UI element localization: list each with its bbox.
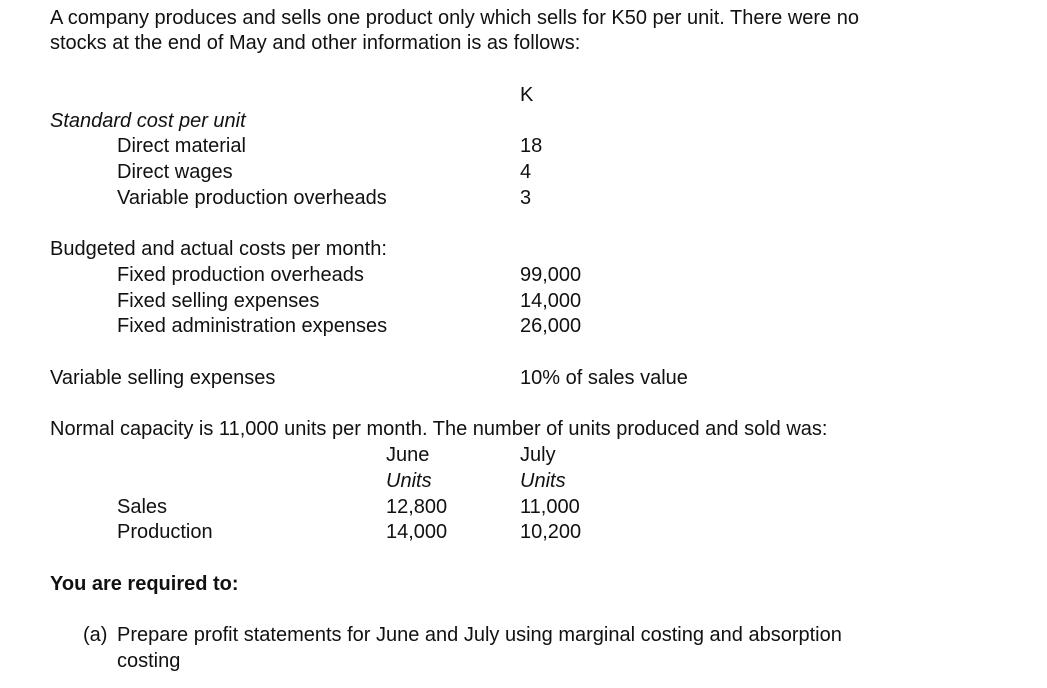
standard-cost-heading: Standard cost per unit	[50, 110, 246, 132]
column-month-june: June	[386, 444, 430, 466]
standard-cost-value: 4	[520, 161, 532, 183]
currency-header: K	[520, 84, 534, 106]
row-value-sales-july: 11,000	[520, 496, 580, 518]
standard-cost-value: 18	[520, 135, 543, 157]
standard-cost-label: Direct wages	[117, 161, 233, 183]
row-value-sales-june: 12,800	[386, 496, 448, 518]
budgeted-label: Fixed administration expenses	[117, 315, 388, 337]
standard-cost-label: Direct material	[117, 135, 246, 157]
intro-line-2: stocks at the end of May and other infor…	[50, 32, 581, 54]
row-value-production-july: 10,200	[520, 521, 582, 543]
column-month-july: July	[520, 444, 556, 466]
required-item-line-1: Prepare profit statements for June and J…	[117, 624, 842, 646]
budgeted-value: 99,000	[520, 264, 582, 286]
required-heading: You are required to:	[50, 573, 239, 595]
budgeted-value: 26,000	[520, 315, 582, 337]
capacity-text: Normal capacity is 11,000 units per mont…	[50, 418, 828, 440]
column-unit-july: Units	[520, 470, 566, 492]
intro-line-1: A company produces and sells one product…	[50, 7, 859, 29]
required-item-line-2: costing	[117, 650, 181, 672]
column-unit-june: Units	[386, 470, 432, 492]
variable-selling-label: Variable selling expenses	[50, 367, 276, 389]
variable-selling-value: 10% of sales value	[520, 367, 688, 389]
row-label-sales: Sales	[117, 496, 168, 518]
budgeted-heading: Budgeted and actual costs per month:	[50, 238, 387, 260]
standard-cost-label: Variable production overheads	[117, 187, 387, 209]
required-item-marker: (a)	[83, 624, 108, 646]
budgeted-value: 14,000	[520, 290, 582, 312]
row-value-production-june: 14,000	[386, 521, 448, 543]
budgeted-label: Fixed selling expenses	[117, 290, 320, 312]
row-label-production: Production	[117, 521, 213, 543]
budgeted-label: Fixed production overheads	[117, 264, 364, 286]
standard-cost-value: 3	[520, 187, 532, 209]
